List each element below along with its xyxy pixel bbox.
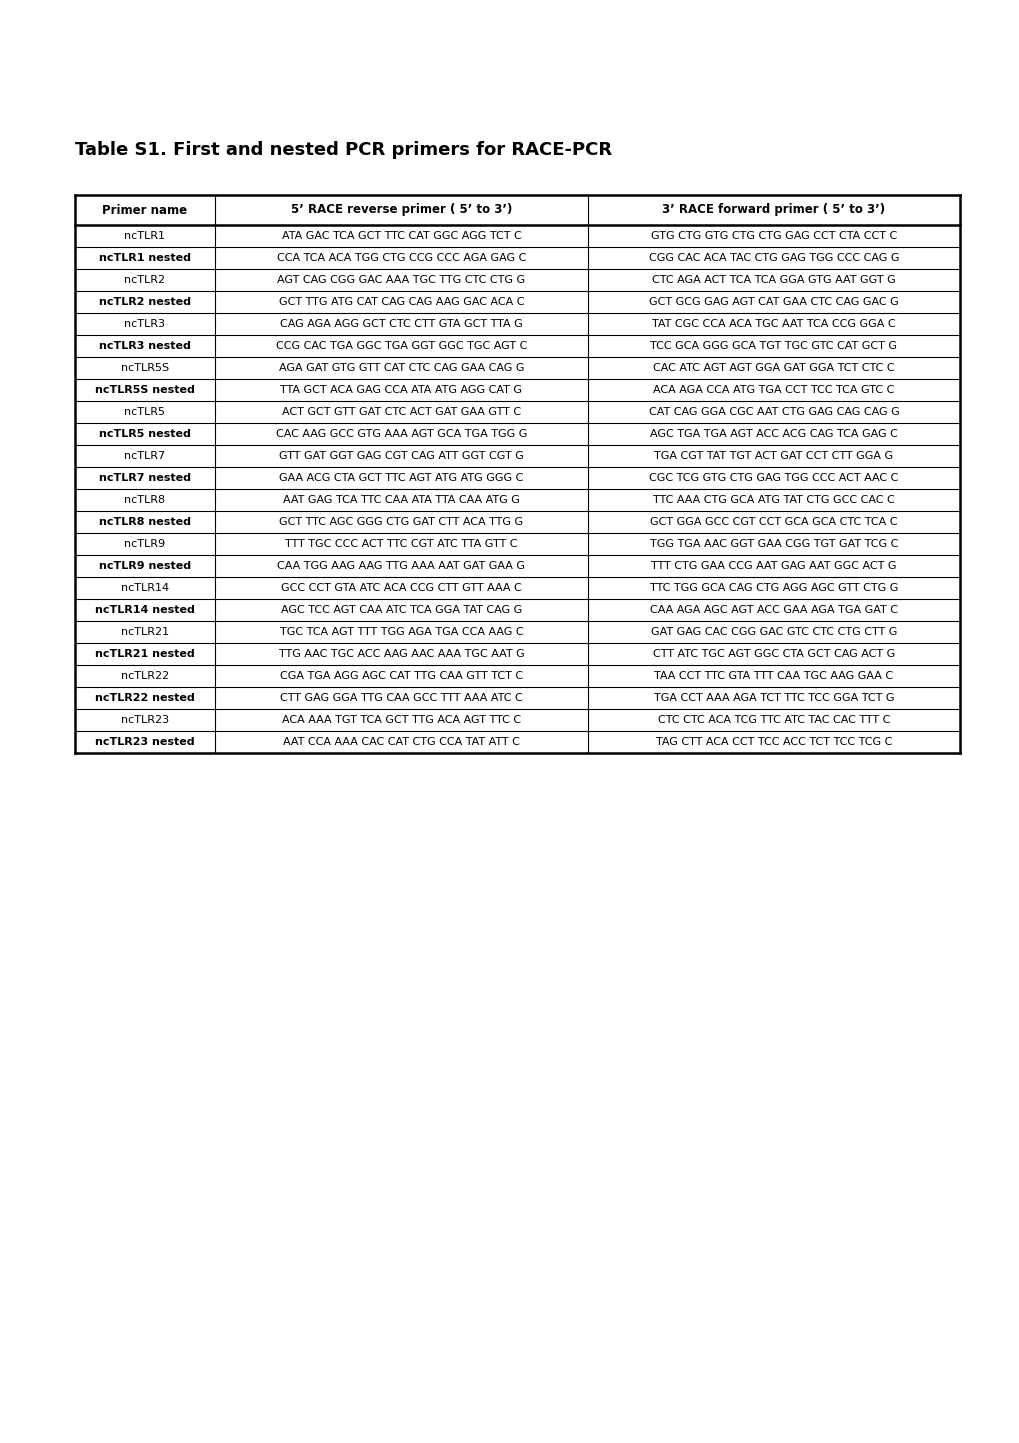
Text: GCT TTC AGC GGG CTG GAT CTT ACA TTG G: GCT TTC AGC GGG CTG GAT CTT ACA TTG G (279, 517, 523, 527)
Text: AGC TCC AGT CAA ATC TCA GGA TAT CAG G: AGC TCC AGT CAA ATC TCA GGA TAT CAG G (280, 605, 522, 615)
Text: ncTLR5: ncTLR5 (124, 407, 165, 417)
Text: ACT GCT GTT GAT CTC ACT GAT GAA GTT C: ACT GCT GTT GAT CTC ACT GAT GAA GTT C (281, 407, 521, 417)
Text: TAG CTT ACA CCT TCC ACC TCT TCC TCG C: TAG CTT ACA CCT TCC ACC TCT TCC TCG C (655, 737, 892, 747)
Text: ncTLR7: ncTLR7 (124, 452, 165, 460)
Text: CTT GAG GGA TTG CAA GCC TTT AAA ATC C: CTT GAG GGA TTG CAA GCC TTT AAA ATC C (280, 693, 523, 703)
Text: ATA GAC TCA GCT TTC CAT GGC AGG TCT C: ATA GAC TCA GCT TTC CAT GGC AGG TCT C (281, 231, 521, 241)
Text: TCC GCA GGG GCA TGT TGC GTC CAT GCT G: TCC GCA GGG GCA TGT TGC GTC CAT GCT G (650, 341, 897, 351)
Text: CAA TGG AAG AAG TTG AAA AAT GAT GAA G: CAA TGG AAG AAG TTG AAA AAT GAT GAA G (277, 561, 525, 571)
Text: AAT CCA AAA CAC CAT CTG CCA TAT ATT C: AAT CCA AAA CAC CAT CTG CCA TAT ATT C (283, 737, 520, 747)
Text: TTG AAC TGC ACC AAG AAC AAA TGC AAT G: TTG AAC TGC ACC AAG AAC AAA TGC AAT G (278, 649, 524, 659)
Text: ncTLR23 nested: ncTLR23 nested (95, 737, 195, 747)
Text: CTT ATC TGC AGT GGC CTA GCT CAG ACT G: CTT ATC TGC AGT GGC CTA GCT CAG ACT G (652, 649, 895, 659)
Text: GCT GCG GAG AGT CAT GAA CTC CAG GAC G: GCT GCG GAG AGT CAT GAA CTC CAG GAC G (648, 297, 898, 307)
Text: Primer name: Primer name (102, 203, 187, 216)
Text: AGC TGA TGA AGT ACC ACG CAG TCA GAG C: AGC TGA TGA AGT ACC ACG CAG TCA GAG C (649, 429, 897, 439)
Text: ACA AAA TGT TCA GCT TTG ACA AGT TTC C: ACA AAA TGT TCA GCT TTG ACA AGT TTC C (281, 714, 521, 724)
Text: ncTLR5 nested: ncTLR5 nested (99, 429, 191, 439)
Text: ncTLR9 nested: ncTLR9 nested (99, 561, 191, 571)
Text: GTT GAT GGT GAG CGT CAG ATT GGT CGT G: GTT GAT GGT GAG CGT CAG ATT GGT CGT G (279, 452, 524, 460)
Text: ncTLR1: ncTLR1 (124, 231, 165, 241)
Text: ncTLR21 nested: ncTLR21 nested (95, 649, 195, 659)
Text: ncTLR23: ncTLR23 (121, 714, 169, 724)
Text: TTA GCT ACA GAG CCA ATA ATG AGG CAT G: TTA GCT ACA GAG CCA ATA ATG AGG CAT G (280, 385, 522, 395)
Text: TTC AAA CTG GCA ATG TAT CTG GCC CAC C: TTC AAA CTG GCA ATG TAT CTG GCC CAC C (652, 495, 894, 505)
Text: ncTLR3: ncTLR3 (124, 319, 165, 329)
Text: CGC TCG GTG CTG GAG TGG CCC ACT AAC C: CGC TCG GTG CTG GAG TGG CCC ACT AAC C (649, 473, 898, 483)
Text: TTT CTG GAA CCG AAT GAG AAT GGC ACT G: TTT CTG GAA CCG AAT GAG AAT GGC ACT G (650, 561, 896, 571)
Text: CAC AAG GCC GTG AAA AGT GCA TGA TGG G: CAC AAG GCC GTG AAA AGT GCA TGA TGG G (275, 429, 527, 439)
Text: ncTLR22 nested: ncTLR22 nested (95, 693, 195, 703)
Text: ncTLR8 nested: ncTLR8 nested (99, 517, 191, 527)
Text: CAG AGA AGG GCT CTC CTT GTA GCT TTA G: CAG AGA AGG GCT CTC CTT GTA GCT TTA G (280, 319, 523, 329)
Text: TGA CCT AAA AGA TCT TTC TCC GGA TCT G: TGA CCT AAA AGA TCT TTC TCC GGA TCT G (653, 693, 894, 703)
Text: GAT GAG CAC CGG GAC GTC CTC CTG CTT G: GAT GAG CAC CGG GAC GTC CTC CTG CTT G (650, 628, 897, 636)
Text: GCT TTG ATG CAT CAG CAG AAG GAC ACA C: GCT TTG ATG CAT CAG CAG AAG GAC ACA C (278, 297, 524, 307)
Text: GCC CCT GTA ATC ACA CCG CTT GTT AAA C: GCC CCT GTA ATC ACA CCG CTT GTT AAA C (281, 583, 522, 593)
Text: TGC TCA AGT TTT TGG AGA TGA CCA AAG C: TGC TCA AGT TTT TGG AGA TGA CCA AAG C (279, 628, 523, 636)
Text: CGG CAC ACA TAC CTG GAG TGG CCC CAG G: CGG CAC ACA TAC CTG GAG TGG CCC CAG G (648, 253, 899, 263)
Text: ncTLR8: ncTLR8 (124, 495, 165, 505)
Text: CAC ATC AGT AGT GGA GAT GGA TCT CTC C: CAC ATC AGT AGT GGA GAT GGA TCT CTC C (652, 364, 894, 372)
Text: ncTLR5S nested: ncTLR5S nested (95, 385, 195, 395)
Text: Table S1. First and nested PCR primers for RACE-PCR: Table S1. First and nested PCR primers f… (75, 141, 611, 159)
Text: CTC AGA ACT TCA TCA GGA GTG AAT GGT G: CTC AGA ACT TCA TCA GGA GTG AAT GGT G (651, 276, 895, 286)
Text: ncTLR9: ncTLR9 (124, 540, 165, 548)
Text: CAA AGA AGC AGT ACC GAA AGA TGA GAT C: CAA AGA AGC AGT ACC GAA AGA TGA GAT C (649, 605, 897, 615)
Text: TGA CGT TAT TGT ACT GAT CCT CTT GGA G: TGA CGT TAT TGT ACT GAT CCT CTT GGA G (654, 452, 893, 460)
Text: ncTLR14: ncTLR14 (121, 583, 169, 593)
Text: GCT GGA GCC CGT CCT GCA GCA CTC TCA C: GCT GGA GCC CGT CCT GCA GCA CTC TCA C (650, 517, 897, 527)
Text: ncTLR21: ncTLR21 (121, 628, 169, 636)
Text: TAA CCT TTC GTA TTT CAA TGC AAG GAA C: TAA CCT TTC GTA TTT CAA TGC AAG GAA C (654, 671, 893, 681)
Text: 5’ RACE reverse primer ( 5’ to 3’): 5’ RACE reverse primer ( 5’ to 3’) (290, 203, 512, 216)
Text: CCA TCA ACA TGG CTG CCG CCC AGA GAG C: CCA TCA ACA TGG CTG CCG CCC AGA GAG C (276, 253, 526, 263)
Text: GTG CTG GTG CTG CTG GAG CCT CTA CCT C: GTG CTG GTG CTG CTG GAG CCT CTA CCT C (650, 231, 897, 241)
Text: CTC CTC ACA TCG TTC ATC TAC CAC TTT C: CTC CTC ACA TCG TTC ATC TAC CAC TTT C (657, 714, 890, 724)
Text: CCG CAC TGA GGC TGA GGT GGC TGC AGT C: CCG CAC TGA GGC TGA GGT GGC TGC AGT C (275, 341, 527, 351)
Text: TGG TGA AAC GGT GAA CGG TGT GAT TCG C: TGG TGA AAC GGT GAA CGG TGT GAT TCG C (649, 540, 898, 548)
Text: ncTLR5S: ncTLR5S (121, 364, 169, 372)
Text: ACA AGA CCA ATG TGA CCT TCC TCA GTC C: ACA AGA CCA ATG TGA CCT TCC TCA GTC C (653, 385, 894, 395)
Text: 3’ RACE forward primer ( 5’ to 3’): 3’ RACE forward primer ( 5’ to 3’) (661, 203, 884, 216)
Text: TAT CGC CCA ACA TGC AAT TCA CCG GGA C: TAT CGC CCA ACA TGC AAT TCA CCG GGA C (651, 319, 895, 329)
Text: ncTLR22: ncTLR22 (121, 671, 169, 681)
Text: ncTLR14 nested: ncTLR14 nested (95, 605, 195, 615)
Text: ncTLR7 nested: ncTLR7 nested (99, 473, 191, 483)
Text: CGA TGA AGG AGC CAT TTG CAA GTT TCT C: CGA TGA AGG AGC CAT TTG CAA GTT TCT C (279, 671, 523, 681)
Text: AAT GAG TCA TTC CAA ATA TTA CAA ATG G: AAT GAG TCA TTC CAA ATA TTA CAA ATG G (283, 495, 520, 505)
Text: TTT TGC CCC ACT TTC CGT ATC TTA GTT C: TTT TGC CCC ACT TTC CGT ATC TTA GTT C (285, 540, 518, 548)
Text: AGT CAG CGG GAC AAA TGC TTG CTC CTG G: AGT CAG CGG GAC AAA TGC TTG CTC CTG G (277, 276, 525, 286)
Text: GAA ACG CTA GCT TTC AGT ATG ATG GGG C: GAA ACG CTA GCT TTC AGT ATG ATG GGG C (279, 473, 523, 483)
Text: ncTLR1 nested: ncTLR1 nested (99, 253, 191, 263)
Text: TTC TGG GCA CAG CTG AGG AGC GTT CTG G: TTC TGG GCA CAG CTG AGG AGC GTT CTG G (649, 583, 898, 593)
Text: CAT CAG GGA CGC AAT CTG GAG CAG CAG G: CAT CAG GGA CGC AAT CTG GAG CAG CAG G (648, 407, 899, 417)
Text: ncTLR2: ncTLR2 (124, 276, 165, 286)
Text: ncTLR2 nested: ncTLR2 nested (99, 297, 191, 307)
Text: AGA GAT GTG GTT CAT CTC CAG GAA CAG G: AGA GAT GTG GTT CAT CTC CAG GAA CAG G (278, 364, 524, 372)
Text: ncTLR3 nested: ncTLR3 nested (99, 341, 191, 351)
